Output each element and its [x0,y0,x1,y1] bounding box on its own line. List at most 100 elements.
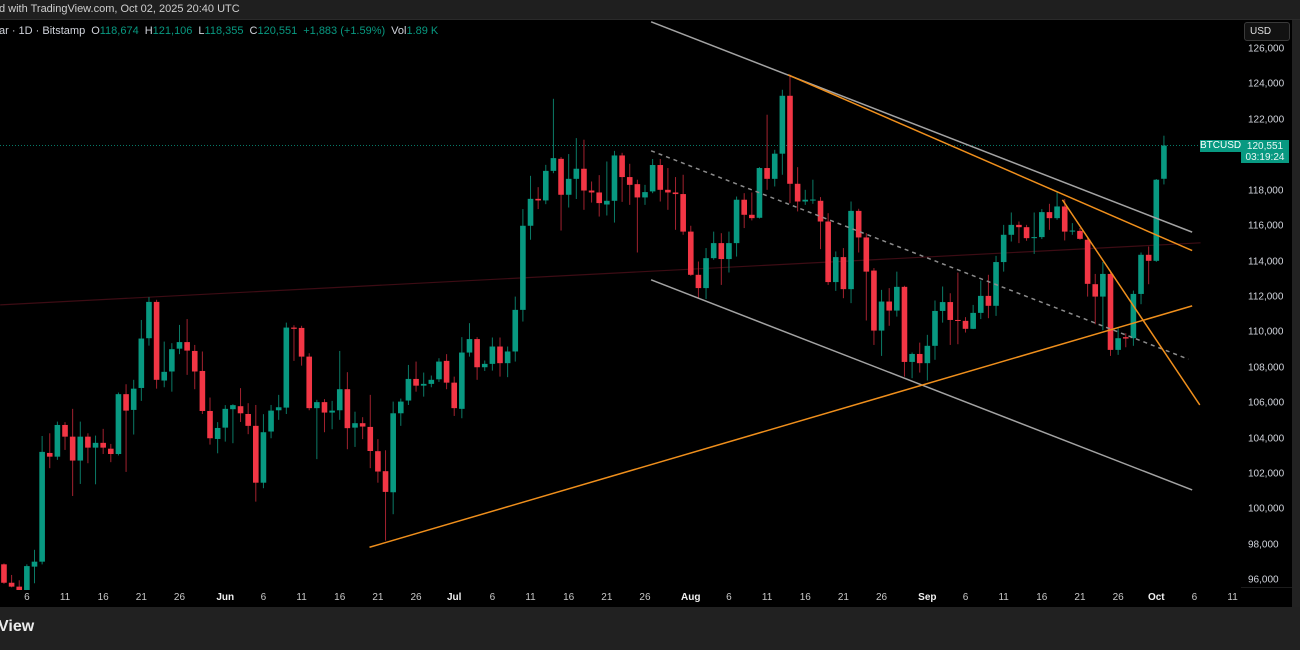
candle-body [314,402,320,409]
candle [794,167,801,212]
candle-body [207,410,213,439]
candle [695,261,702,299]
ohlc-legend: ar · 1D · Bitstamp O 118,674 H 121,106 L 11… [0,25,438,37]
candle-body [718,243,725,260]
candle-body [1153,179,1160,261]
candle [138,319,145,401]
candle-body [840,257,847,290]
candle [100,428,106,455]
chart-panel[interactable]: ar · 1D · Bitstamp O 118,674 H 121,106 L 11… [0,20,1292,607]
candle-body [62,424,68,437]
time-axis-label: 26 [1112,592,1124,603]
candle [756,167,763,219]
candle-body [817,200,824,222]
candle [382,450,389,541]
candle [855,208,862,253]
candle [153,299,160,389]
candle-body [1031,237,1037,239]
price-axis-label: 104,000 [1248,433,1285,445]
candle [1115,327,1121,355]
candle-body [1077,230,1083,239]
candle-body [146,301,152,339]
currency-unit-button[interactable]: USD [1244,22,1290,41]
candle-body [649,165,656,192]
candle [367,394,374,469]
candle [314,399,320,460]
upper-resistance-orange-line [787,74,1193,252]
candle-body [1084,239,1091,284]
time-axis-label: 11 [761,592,773,603]
candlestick-chart[interactable] [0,20,1292,607]
candle-body [1061,206,1068,232]
time-axis-label: 26 [876,592,888,603]
legend-high: H 121,106 [144,25,193,37]
candle [527,175,534,240]
candle-body [970,312,976,329]
candle [1039,209,1045,240]
candle [1107,270,1114,356]
candle-body [260,432,267,483]
candle-body [39,451,45,562]
candle-body [932,310,938,346]
candle-body [871,270,877,331]
candle-body [397,401,404,414]
right-edge-border [1292,20,1300,607]
candle [665,168,671,210]
time-axis-label: 21 [372,592,384,603]
candle-body [764,168,770,179]
candle [962,317,969,333]
candle [1000,224,1007,272]
last-price-value: 120,551 [1246,141,1284,152]
candle [588,181,595,203]
candle [672,177,679,230]
candle-body [443,360,450,383]
candle [222,405,229,442]
candle [1161,135,1167,185]
candle [1023,224,1030,241]
price-axis-label: 124,000 [1248,78,1285,90]
candle [336,350,343,420]
candle [199,351,206,414]
candle-body [352,423,358,428]
candle-body [1054,206,1060,219]
candle [283,322,290,414]
candle [191,344,198,390]
candle [146,297,152,346]
candle-body [237,406,244,414]
candle [741,193,748,229]
candle-body [955,319,961,321]
candle [344,372,351,450]
candle [8,574,15,588]
candle [848,201,854,304]
symbol-interval-exchange[interactable]: ar · 1D · Bitstamp [0,25,86,37]
candle-body [695,274,702,289]
candle-body [329,410,335,413]
candle [871,268,877,345]
candle [108,443,114,463]
candle [924,334,931,381]
price-axis-label: 116,000 [1248,220,1284,232]
legend-change: +1,883 (+1.59%) [303,25,386,37]
candle [489,337,496,371]
mid-channel-dashed-line [650,150,1189,360]
candle-body [687,231,694,275]
candle-body [375,451,381,472]
candle [443,354,450,390]
candle [886,288,892,326]
time-axis-label: 11 [1227,592,1238,603]
candle-body [92,442,99,448]
candle-body [604,200,610,205]
price-axis-label: 96,000 [1248,574,1279,586]
time-axis-label: Oct [1147,592,1165,603]
candle-body [161,371,168,381]
candle-body [497,346,503,364]
candle [123,384,129,472]
candle [916,342,923,373]
candle-body [1016,224,1022,228]
candle-body [222,408,229,428]
candle-body [916,353,923,364]
candle-body [581,168,587,191]
candle [1,563,7,584]
candle-body [665,189,671,193]
candle-body [1145,254,1152,261]
